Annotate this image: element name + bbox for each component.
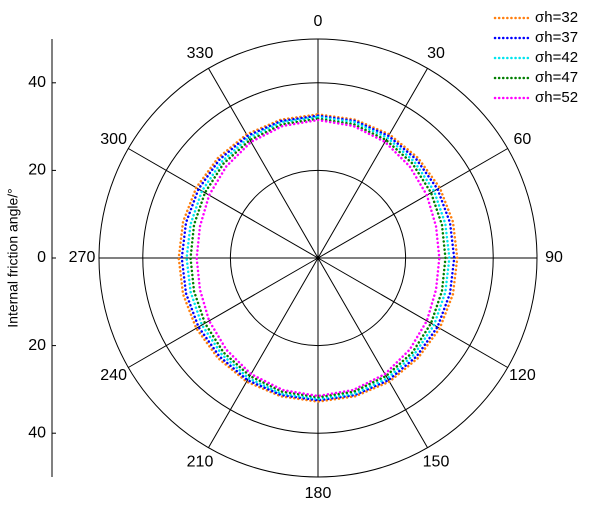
y-tick-label: 40 — [28, 74, 46, 91]
angle-label: 150 — [423, 454, 450, 471]
y-tick-label: 20 — [28, 162, 46, 179]
series-line — [189, 117, 447, 399]
spoke — [317, 68, 428, 259]
legend-label: σh=37 — [535, 29, 578, 46]
spoke — [317, 257, 428, 448]
y-tick-label: 40 — [28, 424, 46, 441]
angle-label: 30 — [427, 45, 445, 62]
spoke — [128, 148, 319, 259]
angle-label: 90 — [545, 249, 563, 266]
angle-label: 240 — [100, 367, 127, 384]
spoke — [208, 68, 319, 259]
legend-label: σh=42 — [535, 49, 578, 66]
y-tick-label: 20 — [28, 337, 46, 354]
angle-label: 0 — [314, 13, 323, 30]
angle-label: 270 — [69, 249, 96, 266]
series-line — [180, 114, 456, 402]
angle-label: 180 — [305, 485, 332, 502]
legend-label: σh=52 — [535, 89, 578, 106]
series-line — [177, 113, 459, 403]
angle-label: 120 — [509, 367, 536, 384]
legend-label: σh=47 — [535, 69, 578, 86]
angle-label: 60 — [513, 131, 531, 148]
y-axis-label: Internal friction angle/° — [5, 188, 21, 327]
series-line — [185, 115, 451, 401]
y-tick-label: 0 — [37, 249, 46, 266]
angle-label: 210 — [187, 454, 214, 471]
legend-label: σh=32 — [535, 9, 578, 26]
spoke — [317, 148, 508, 259]
angle-label: 330 — [187, 45, 214, 62]
spoke — [128, 257, 319, 368]
spoke — [317, 257, 508, 368]
series-line — [195, 118, 441, 398]
spoke — [208, 257, 319, 448]
angle-label: 300 — [100, 131, 127, 148]
